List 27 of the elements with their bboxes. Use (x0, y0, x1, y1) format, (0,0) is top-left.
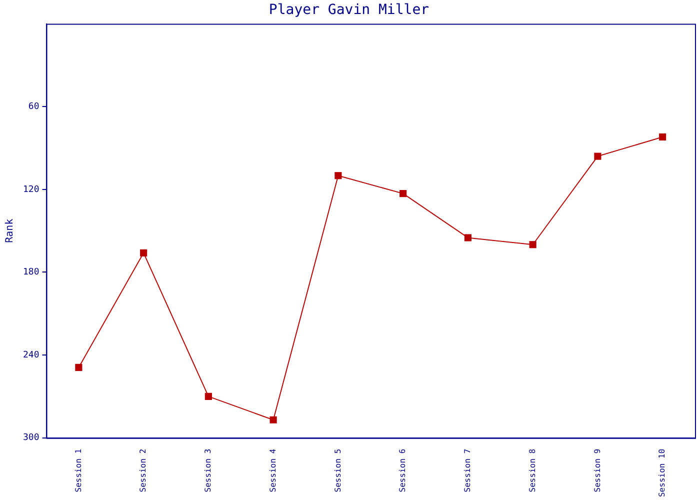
x-tick-label: Session 6 (398, 448, 408, 492)
y-tick-label: 240 (22, 350, 40, 360)
y-tick-label: 180 (22, 268, 40, 278)
x-tick-label: Session 5 (333, 448, 342, 492)
point (270, 416, 277, 424)
point (594, 152, 602, 160)
point (204, 392, 212, 400)
y-tick-label: 300 (22, 433, 40, 444)
x-tick-label: Session 10 (658, 448, 667, 498)
y-axis-title: Rank (4, 218, 16, 243)
point (140, 249, 148, 256)
x-tick-label: Session 9 (592, 448, 602, 492)
x-tick-label: Session 1 (74, 448, 83, 492)
point (659, 133, 666, 141)
x-tick-label: Session 4 (268, 448, 278, 492)
point (529, 241, 536, 248)
y-tick-label: 60 (28, 102, 40, 112)
x-tick-label: Session 7 (463, 448, 472, 492)
point (75, 364, 82, 371)
x-tick-label: Session 8 (528, 448, 537, 492)
x-tick-label: Session 2 (138, 448, 148, 492)
point (334, 172, 342, 180)
y-tick-label: 120 (22, 184, 40, 195)
x-tick-label: Session 3 (204, 448, 213, 492)
point (400, 190, 407, 198)
chart-title: Player Gavin Miller (268, 2, 430, 18)
point (464, 234, 472, 242)
